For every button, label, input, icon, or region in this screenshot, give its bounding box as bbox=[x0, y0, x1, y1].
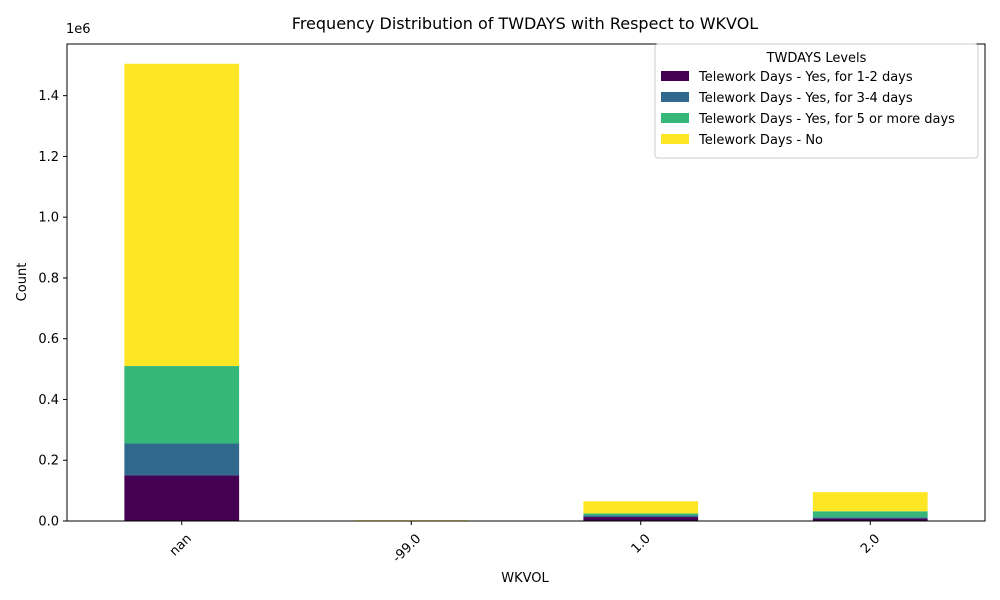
legend-entry-label: Telework Days - Yes, for 1-2 days bbox=[698, 70, 913, 85]
y-axis-ticks: 0.0 0.2 0.4 0.6 0.8 1.0 1.2 1.4 bbox=[38, 89, 67, 530]
bar-segment bbox=[583, 501, 699, 514]
x-tick-label: nan bbox=[167, 531, 195, 559]
bar-segment bbox=[124, 63, 240, 367]
y-tick-label: 0.0 bbox=[38, 515, 59, 530]
bar-segment bbox=[812, 492, 928, 512]
chart-title: Frequency Distribution of TWDAYS with Re… bbox=[292, 14, 759, 33]
bar-segment bbox=[124, 366, 240, 444]
y-tick-label: 0.4 bbox=[38, 393, 59, 408]
y-tick-label: 1.4 bbox=[38, 89, 59, 104]
bar-segment bbox=[812, 518, 928, 521]
legend-entry-label: Telework Days - Yes, for 3-4 days bbox=[698, 91, 913, 106]
y-tick-label: 0.8 bbox=[38, 271, 59, 286]
x-axis-ticks: nan -99.0 1.0 2.0 bbox=[167, 521, 883, 566]
bar-segment bbox=[124, 475, 240, 521]
x-axis-label: WKVOL bbox=[501, 571, 549, 586]
y-tick-label: 0.2 bbox=[38, 454, 59, 469]
x-tick-label: -99.0 bbox=[390, 531, 424, 565]
legend-swatch bbox=[661, 92, 689, 102]
legend-swatch bbox=[661, 134, 689, 144]
legend-box bbox=[654, 43, 979, 159]
bar-segment bbox=[124, 443, 240, 476]
bar-segment bbox=[812, 517, 928, 519]
legend-entry-label: Telework Days - No bbox=[698, 133, 823, 148]
legend-swatch bbox=[661, 71, 689, 81]
y-axis-label: Count bbox=[15, 263, 30, 302]
y-axis-offset-label: 1e6 bbox=[66, 22, 91, 37]
bar-segment bbox=[583, 515, 699, 518]
y-tick-label: 1.2 bbox=[38, 150, 59, 165]
bar-segment bbox=[812, 511, 928, 518]
legend: TWDAYS Levels Telework Days - Yes, for 1… bbox=[654, 43, 979, 159]
bar-segment bbox=[583, 513, 699, 516]
legend-title: TWDAYS Levels bbox=[766, 51, 867, 66]
legend-entry-label: Telework Days - Yes, for 5 or more days bbox=[698, 112, 955, 127]
y-tick-label: 1.0 bbox=[38, 211, 59, 226]
legend-swatch bbox=[661, 113, 689, 123]
x-tick-label: 2.0 bbox=[858, 531, 883, 556]
x-tick-label: 1.0 bbox=[629, 531, 654, 556]
y-tick-label: 0.6 bbox=[38, 332, 59, 347]
plot-frame bbox=[66, 43, 986, 522]
bars-group bbox=[124, 63, 928, 521]
bar-segment bbox=[583, 517, 699, 521]
